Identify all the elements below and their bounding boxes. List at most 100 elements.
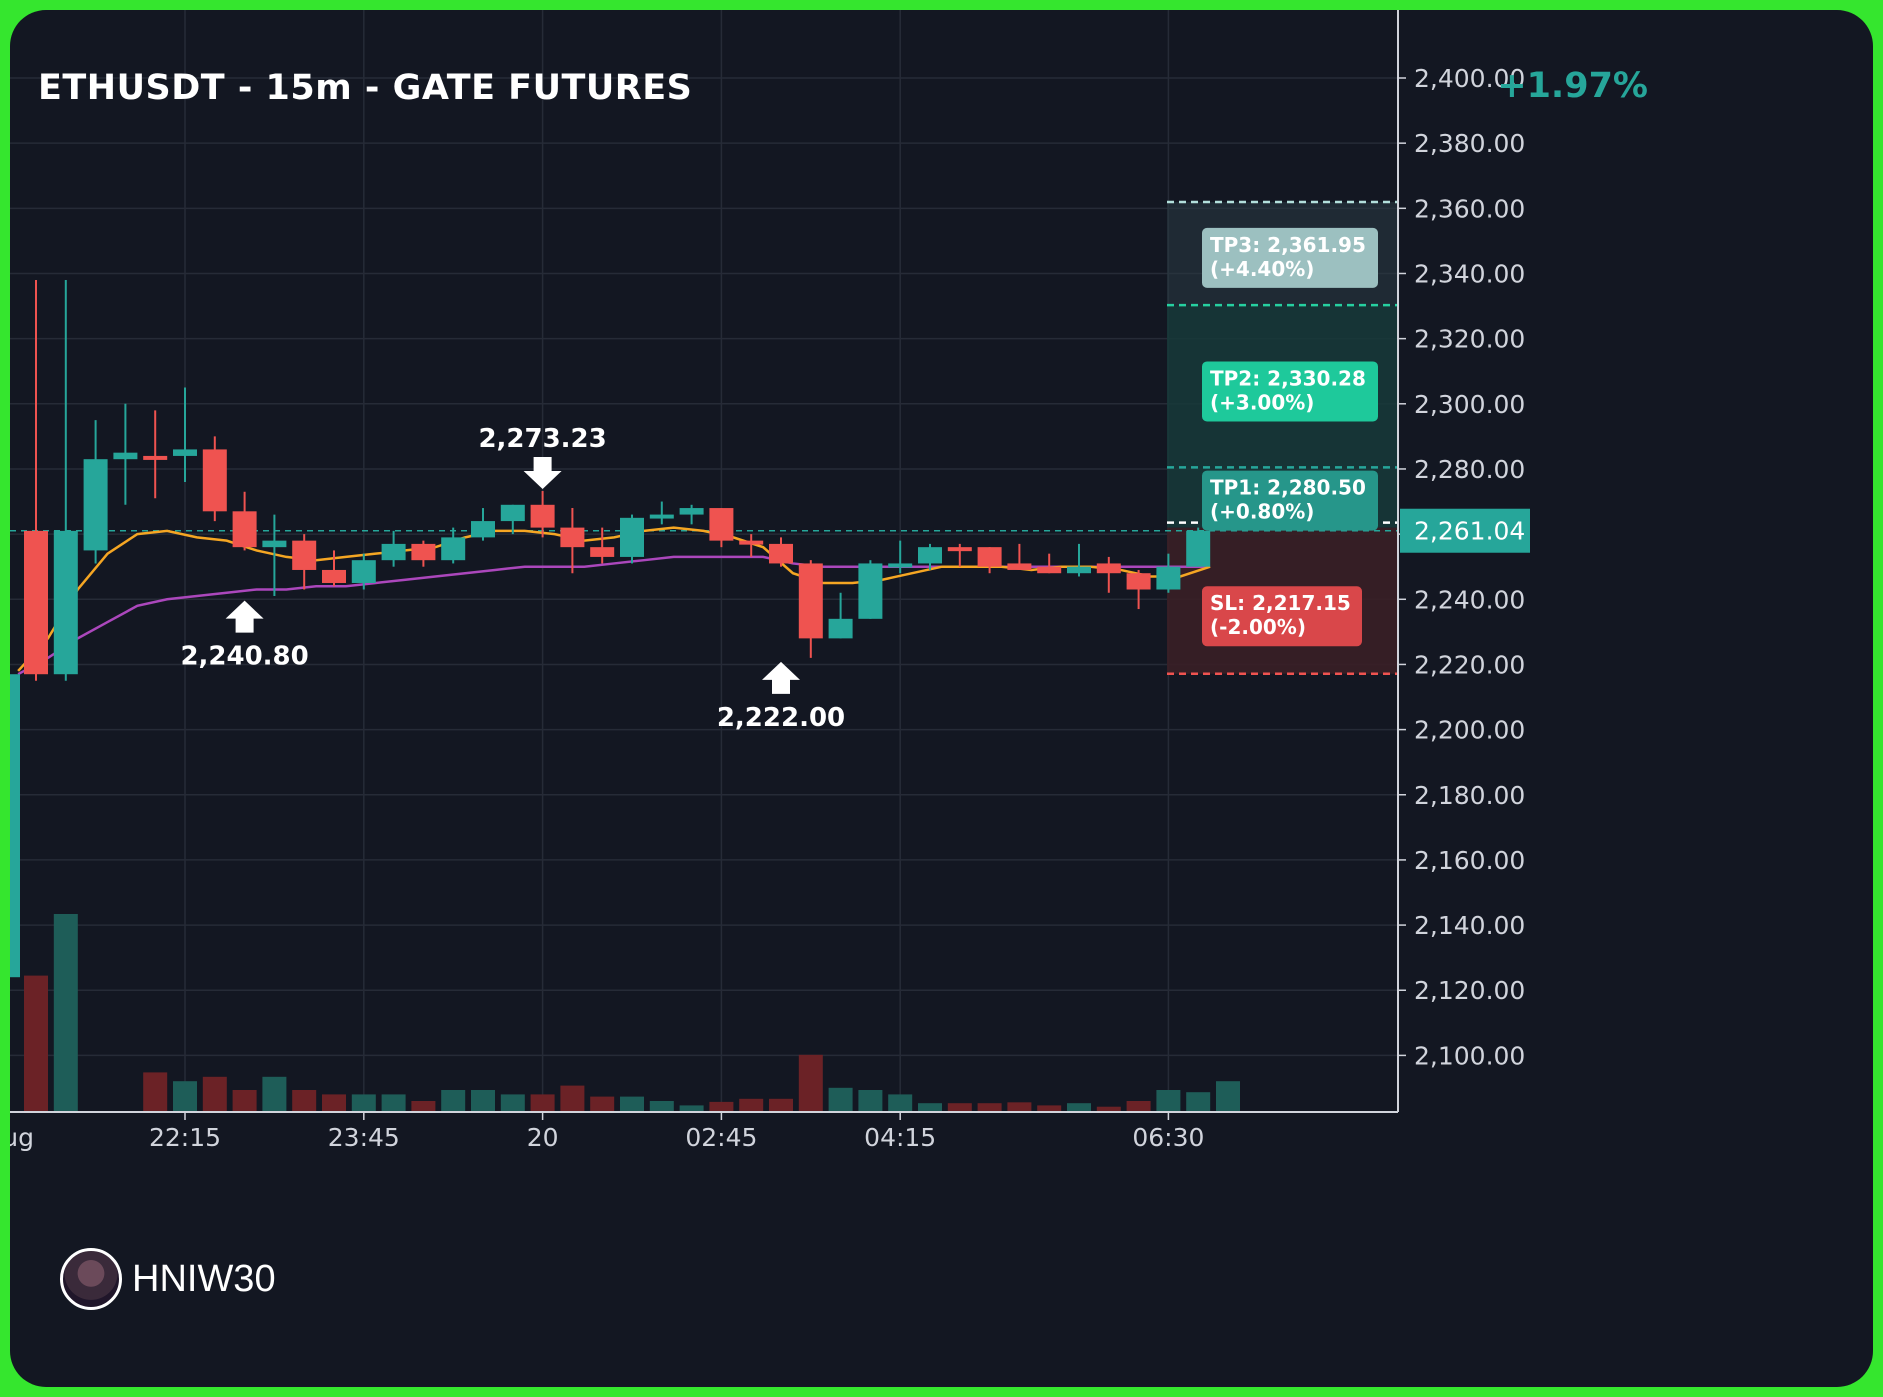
candle-body bbox=[173, 449, 197, 456]
volume-bar bbox=[590, 1096, 615, 1112]
candle-body bbox=[530, 504, 555, 528]
y-tick-label: 2,220.00 bbox=[1414, 650, 1525, 679]
candle-body bbox=[679, 508, 704, 515]
volume-bar bbox=[739, 1098, 764, 1112]
candle-body bbox=[500, 504, 525, 522]
tp2-label-price: TP2: 2,330.28 bbox=[1210, 366, 1366, 390]
candle-body bbox=[1156, 566, 1181, 590]
volume-bar bbox=[143, 1072, 168, 1112]
volume-bar bbox=[1126, 1101, 1151, 1112]
volume-bar bbox=[1216, 1081, 1240, 1112]
sl-label-price: SL: 2,217.15 bbox=[1210, 591, 1351, 615]
candle-body bbox=[10, 674, 20, 978]
candle-body bbox=[262, 540, 287, 548]
tp2-label-pct: (+3.00%) bbox=[1210, 390, 1314, 414]
candle-body bbox=[232, 511, 257, 548]
tp3-label-price: TP3: 2,361.95 bbox=[1210, 233, 1366, 257]
volume-bar bbox=[649, 1101, 674, 1112]
volume-bar bbox=[798, 1054, 823, 1112]
avatar bbox=[60, 1248, 122, 1310]
tp1-label-pct: (+0.80%) bbox=[1210, 500, 1314, 524]
sl-label: SL: 2,217.15(-2.00%) bbox=[1202, 586, 1362, 647]
chart-frame: 2,273.23 2,240.80 2,222.00 2,400.00 2,380.0… bbox=[10, 10, 1873, 1387]
candle-body bbox=[769, 543, 793, 564]
candle-body bbox=[947, 547, 972, 552]
tp2-label: TP2: 2,330.28(+3.00%) bbox=[1202, 361, 1378, 422]
y-tick-label: 2,340.00 bbox=[1414, 259, 1525, 288]
x-tick-label: 06:30 bbox=[1132, 1123, 1204, 1152]
volume-bar bbox=[1156, 1090, 1181, 1112]
candle-body bbox=[411, 543, 436, 561]
volume-bar bbox=[709, 1101, 734, 1112]
volume-bar bbox=[947, 1103, 972, 1112]
x-tick-label: 23:45 bbox=[328, 1123, 400, 1152]
volume-bar bbox=[53, 914, 78, 1112]
candle-body bbox=[292, 540, 317, 570]
y-tick-label: 2,200.00 bbox=[1414, 716, 1525, 745]
candle-body bbox=[381, 543, 406, 561]
candle-body bbox=[53, 530, 78, 675]
candle-body bbox=[441, 537, 466, 561]
volume-bar bbox=[1096, 1106, 1121, 1112]
candle-body bbox=[560, 527, 585, 548]
tp1-label-price: TP1: 2,280.50 bbox=[1210, 476, 1366, 500]
axes: 2,400.00 2,380.00 2,360.00 2,340.00 2,320.00… bbox=[10, 10, 1530, 1152]
x-tick-label: 02:45 bbox=[685, 1123, 757, 1152]
volume-bars bbox=[24, 914, 1240, 1112]
volume-bar bbox=[262, 1076, 287, 1112]
volume-bar bbox=[381, 1094, 406, 1112]
volume-bar bbox=[1186, 1092, 1211, 1112]
tp1-label-box bbox=[1202, 470, 1378, 531]
candle-body bbox=[858, 563, 883, 619]
y-tick-label: 2,360.00 bbox=[1414, 194, 1525, 223]
candle-body bbox=[322, 569, 346, 583]
candle-body bbox=[649, 514, 674, 519]
candle-body bbox=[1126, 573, 1151, 590]
arrow-up-icon bbox=[762, 661, 800, 694]
arrow-down-icon bbox=[523, 457, 562, 490]
annotation-label: 2,222.00 bbox=[717, 703, 845, 733]
price-annotations: 2,273.23 2,240.80 2,222.00 bbox=[180, 424, 845, 733]
volume-bar bbox=[351, 1094, 376, 1112]
candle-body bbox=[1096, 563, 1121, 574]
candle-body bbox=[1007, 563, 1032, 570]
y-tick-label: 2,180.00 bbox=[1414, 781, 1525, 810]
volume-bar bbox=[322, 1094, 346, 1112]
volume-bar bbox=[1067, 1103, 1091, 1112]
x-tick-label: ug bbox=[10, 1123, 34, 1152]
y-tick-label: 2,120.00 bbox=[1414, 976, 1525, 1005]
current-price-tag bbox=[1400, 508, 1530, 553]
volume-bar bbox=[441, 1090, 466, 1112]
tp2-label-box bbox=[1202, 361, 1378, 422]
volume-bar bbox=[1037, 1105, 1062, 1112]
volume-bar bbox=[530, 1094, 555, 1112]
brand-watermark: HNIW30 bbox=[60, 1248, 276, 1310]
candle-body bbox=[977, 547, 1002, 567]
volume-bar bbox=[828, 1087, 853, 1112]
volume-bar bbox=[977, 1103, 1002, 1112]
candle-body bbox=[1067, 566, 1091, 574]
x-tick-label: 22:15 bbox=[149, 1123, 221, 1152]
y-tick-label: 2,280.00 bbox=[1414, 455, 1525, 484]
candle-body bbox=[620, 517, 644, 557]
candle-body bbox=[143, 455, 168, 460]
volume-bar bbox=[471, 1090, 495, 1112]
candle-body bbox=[1186, 530, 1211, 567]
volume-bar bbox=[411, 1101, 436, 1112]
tp3-label-pct: (+4.40%) bbox=[1210, 257, 1314, 281]
volume-bar bbox=[500, 1094, 525, 1112]
volume-bar bbox=[918, 1103, 942, 1112]
candle-body bbox=[471, 521, 495, 538]
tp3-label: TP3: 2,361.95(+4.40%) bbox=[1202, 227, 1378, 288]
price-change: +1.97% bbox=[1497, 66, 1648, 106]
candle-body bbox=[202, 449, 227, 512]
volume-bar bbox=[292, 1090, 317, 1112]
volume-bar bbox=[232, 1090, 257, 1112]
target-labels: TP3: 2,361.95(+4.40%) TP2: 2,330.28(+3.00… bbox=[1202, 227, 1378, 647]
candlestick-chart[interactable]: 2,273.23 2,240.80 2,222.00 2,400.00 2,380.0… bbox=[10, 10, 1873, 1387]
volume-bar bbox=[858, 1090, 883, 1112]
chart-title: ETHUSDT - 15m - GATE FUTURES bbox=[38, 68, 693, 108]
candle-body bbox=[351, 560, 376, 583]
volume-bar bbox=[173, 1081, 197, 1112]
volume-bar bbox=[769, 1098, 793, 1112]
